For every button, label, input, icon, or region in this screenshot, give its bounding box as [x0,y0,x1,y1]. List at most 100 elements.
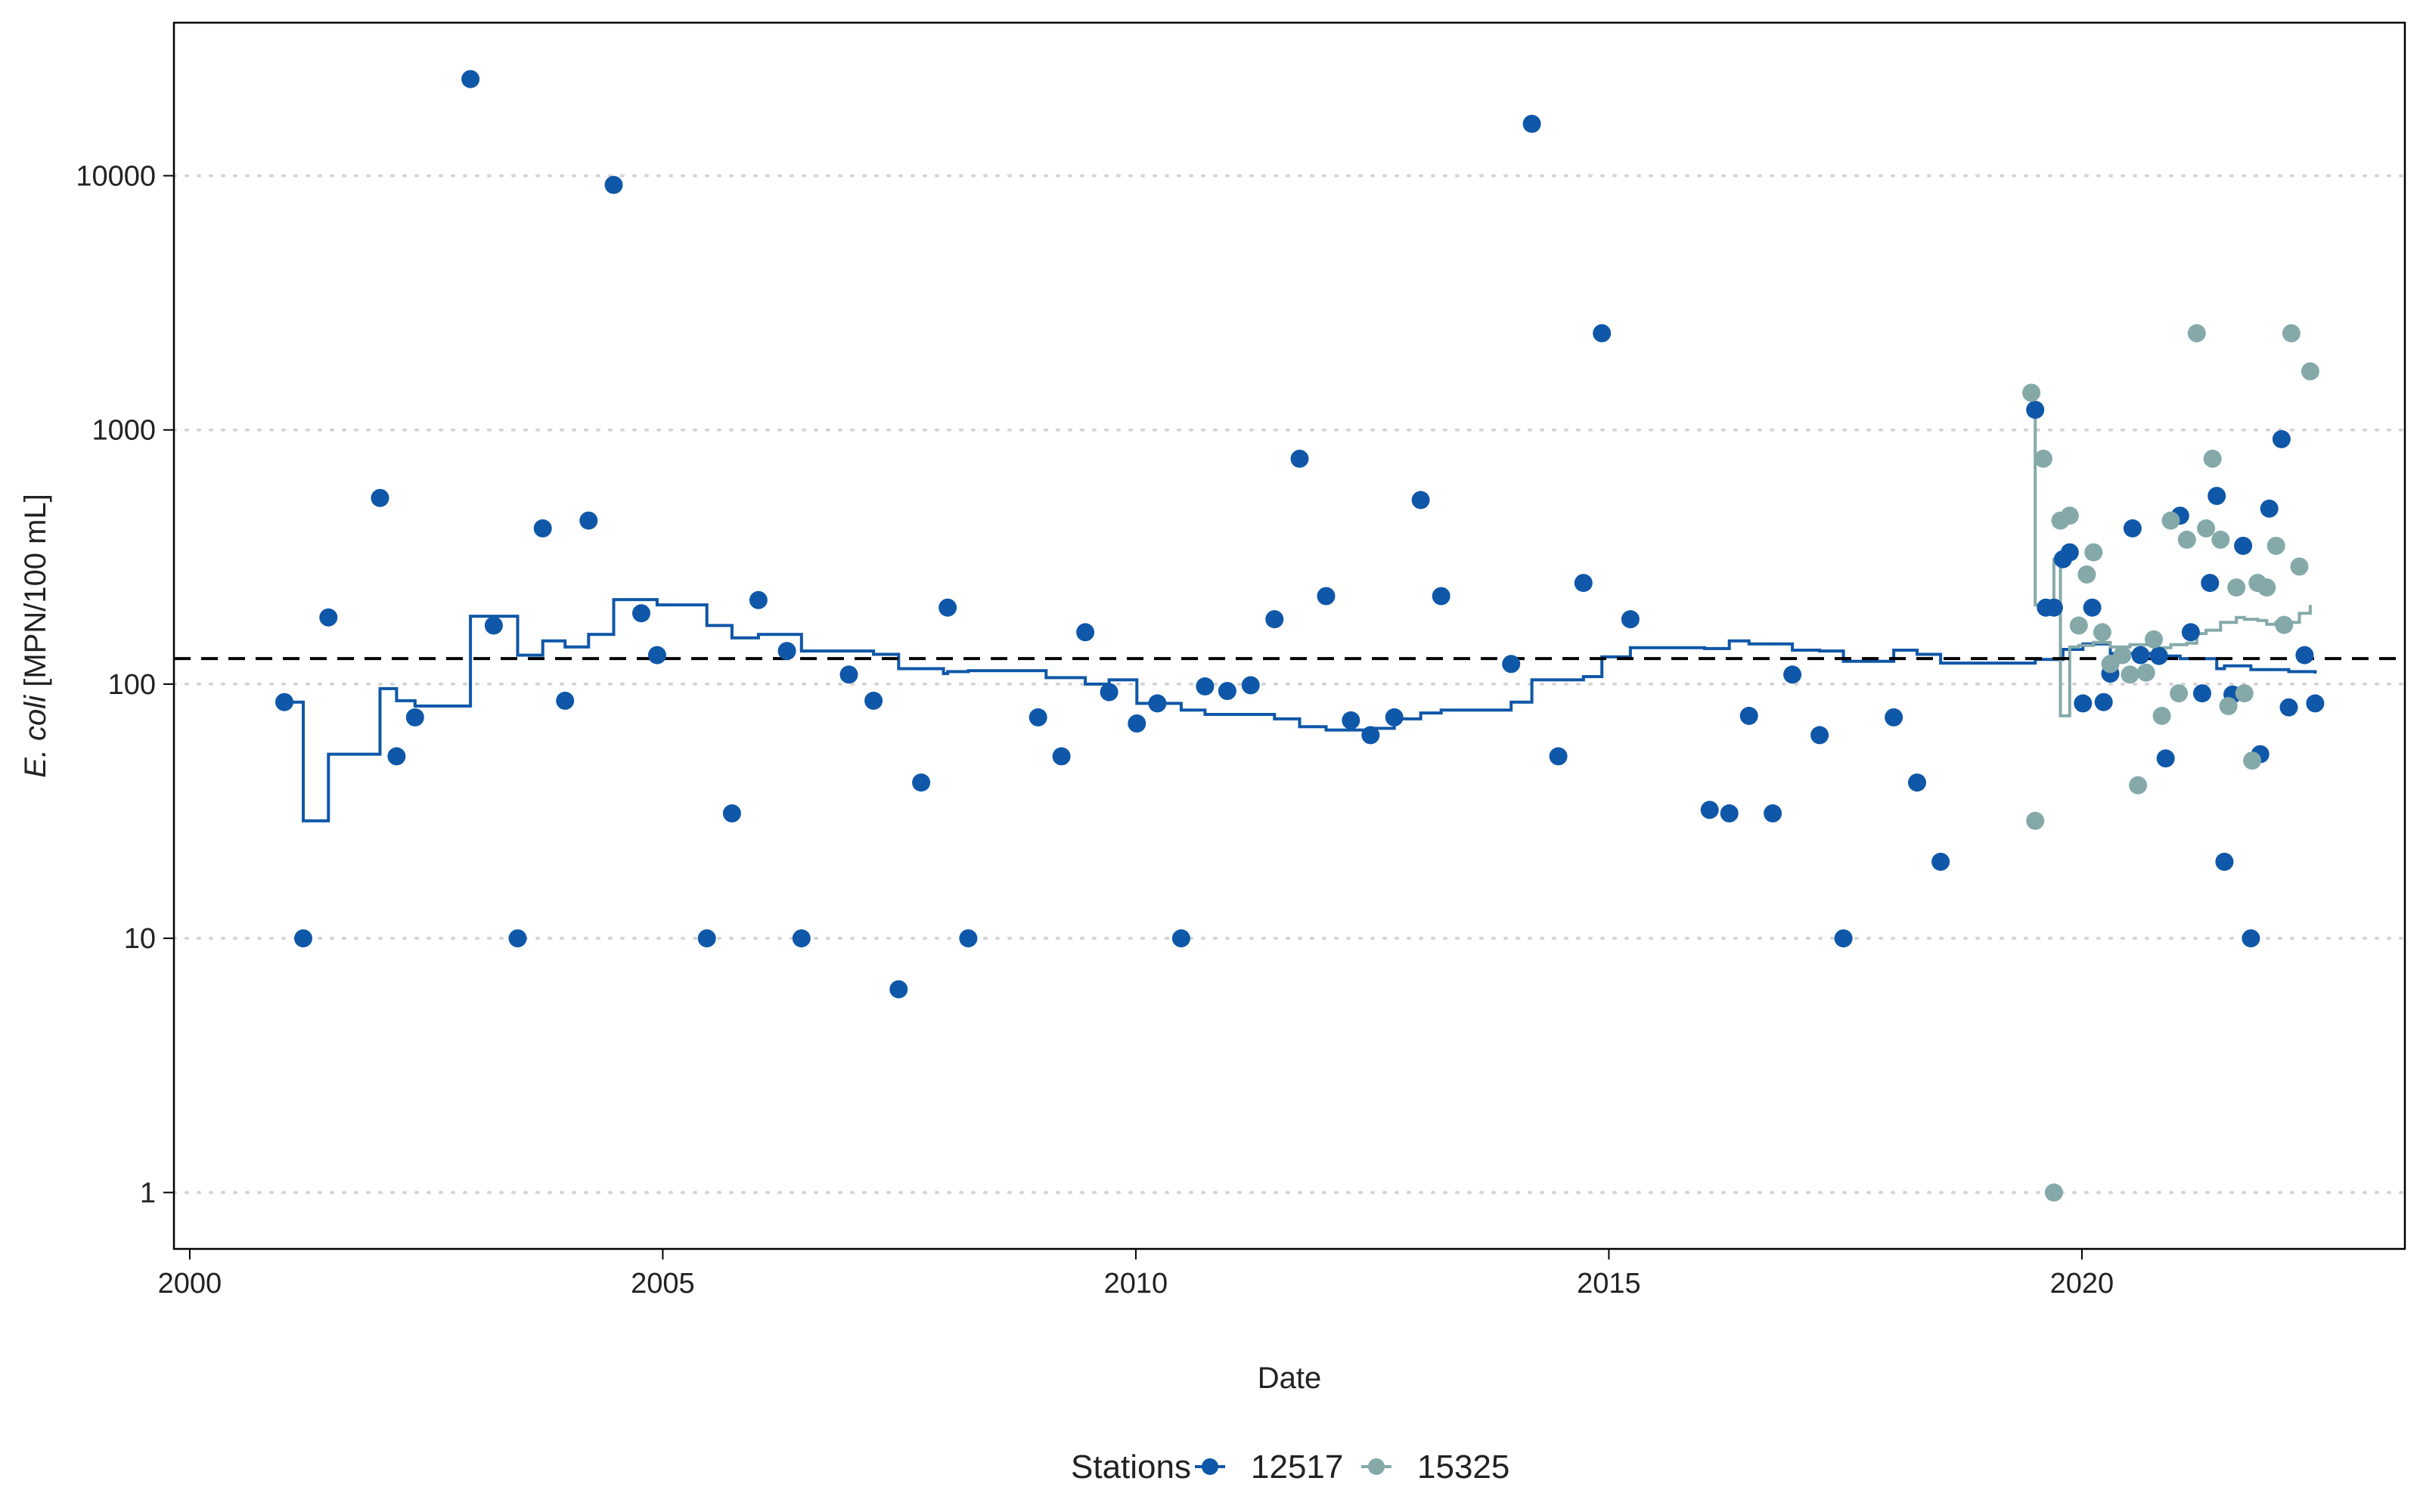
legend-label-12517: 12517 [1251,1448,1343,1486]
x-tick-label: 2015 [1577,1268,1641,1300]
y-tick-label: 1000 [92,415,156,447]
point-15325 [2266,537,2285,555]
point-12517 [1100,683,1118,702]
gridlines [172,174,2406,1194]
point-15325 [2282,324,2301,342]
y-axis-title: E. coli [MPN/100 mL] [19,494,52,778]
point-12517 [1218,682,1236,700]
point-12517 [632,604,650,623]
point-12517 [722,804,741,823]
point-12517 [1593,324,1612,342]
point-15325 [2211,530,2230,549]
point-12517 [1076,623,1095,642]
point-12517 [1574,574,1593,593]
point-12517 [371,488,389,507]
x-tick-label: 2005 [631,1268,695,1300]
point-15325 [2161,511,2180,530]
point-12517 [556,691,575,710]
data-points [275,70,2325,1202]
point-12517 [1502,655,1521,674]
point-12517 [2272,429,2291,448]
point-12517 [889,980,908,999]
step-lines [284,408,2317,823]
point-15325 [2235,684,2254,703]
point-12517 [2260,499,2279,518]
y-tick-label: 1 [140,1177,156,1209]
point-12517 [2181,623,2200,642]
point-15325 [2034,449,2052,468]
point-12517 [1432,587,1450,606]
point-15325 [2301,362,2319,381]
point-12517 [792,929,811,948]
point-12517 [1148,694,1167,713]
point-12517 [2242,929,2260,948]
point-15325 [2077,565,2096,584]
point-15325 [2187,324,2206,342]
point-12517 [508,929,527,948]
series-15325-step-line [2031,408,2312,717]
point-12517 [912,773,931,792]
y-tick-label: 10000 [76,160,156,192]
point-12517 [959,929,978,948]
point-15325 [2152,706,2171,725]
point-12517 [1052,747,1071,766]
point-12517 [275,692,293,711]
point-15325 [2243,751,2262,770]
point-15325 [2026,811,2045,830]
y-axis-title-units: [MPN/100 mL] [19,494,52,696]
y-tick-label: 10 [124,923,156,955]
point-12517 [319,608,338,627]
point-12517 [2060,543,2079,562]
point-12517 [1317,587,1336,606]
point-12517 [484,616,503,635]
point-12517 [1931,852,1950,871]
legend: Stations 12517 15325 [1071,1448,1509,1486]
point-12517 [1290,449,1309,468]
point-12517 [1885,708,1903,727]
point-15325 [2227,578,2246,597]
legend-label-15325: 15325 [1417,1448,1509,1486]
point-12517 [1783,665,1802,684]
point-12517 [2306,694,2325,713]
point-12517 [2234,537,2253,555]
point-12517 [1810,726,1829,745]
point-12517 [2295,646,2314,665]
point-15325 [2136,663,2155,682]
legend-marker-15325 [1368,1458,1385,1475]
point-12517 [1241,676,1260,695]
point-12517 [2279,698,2298,717]
point-12517 [2201,574,2220,593]
point-12517 [647,646,666,665]
point-12517 [1028,708,1047,727]
point-15325 [2203,449,2222,468]
x-tick-label: 2010 [1104,1268,1168,1300]
point-12517 [294,929,312,948]
point-12517 [2193,684,2211,703]
point-15325 [2257,578,2276,597]
point-12517 [939,598,957,617]
point-15325 [2275,615,2294,634]
plot-panel [172,21,2406,1250]
point-12517 [533,519,552,538]
point-15325 [2170,684,2189,703]
point-12517 [749,590,768,609]
point-15325 [2129,776,2148,795]
point-15325 [2177,530,2196,549]
point-15325 [2145,630,2163,649]
point-15325 [2084,543,2103,562]
point-12517 [2149,646,2168,665]
point-12517 [2123,519,2142,538]
point-12517 [579,511,598,530]
point-15325 [2022,383,2041,402]
point-12517 [1621,610,1640,629]
point-15325 [2044,1183,2063,1202]
y-axis-title-italic: E. coli [19,695,52,778]
axes: 1 10 100 1000 10000 2000 2005 2010 2015 2020 [76,160,2114,1300]
point-12517 [2156,749,2175,768]
point-12517 [697,929,716,948]
point-15325 [2121,665,2139,684]
point-12517 [2074,694,2093,713]
point-12517 [2083,598,2102,617]
point-12517 [1265,610,1284,629]
